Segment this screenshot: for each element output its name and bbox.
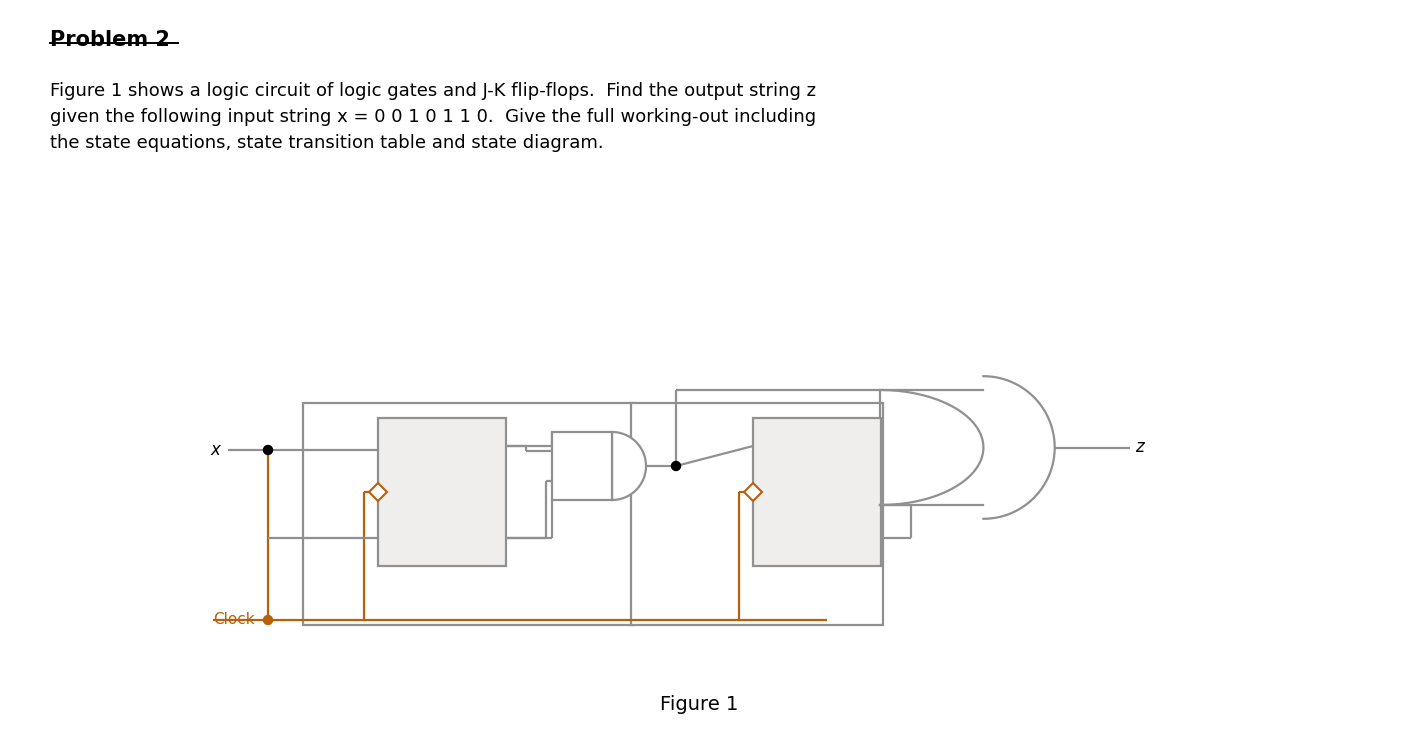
Polygon shape bbox=[369, 483, 387, 501]
Polygon shape bbox=[613, 432, 647, 500]
Text: Clock: Clock bbox=[213, 612, 255, 628]
Text: x: x bbox=[210, 441, 220, 459]
Text: the state equations, state transition table and state diagram.: the state equations, state transition ta… bbox=[50, 134, 604, 152]
Circle shape bbox=[672, 461, 681, 470]
FancyBboxPatch shape bbox=[552, 432, 613, 500]
Polygon shape bbox=[744, 483, 761, 501]
Circle shape bbox=[264, 615, 272, 625]
Text: J: J bbox=[764, 437, 770, 455]
Text: A: A bbox=[482, 437, 493, 455]
Text: Figure 1 shows a logic circuit of logic gates and J-K flip-flops.  Find the outp: Figure 1 shows a logic circuit of logic … bbox=[50, 82, 815, 100]
FancyBboxPatch shape bbox=[631, 403, 883, 625]
Text: given the following input string x = 0 0 1 0 1 1 0.  Give the full working-out i: given the following input string x = 0 0… bbox=[50, 108, 817, 126]
FancyBboxPatch shape bbox=[379, 418, 506, 566]
Text: Figure 1: Figure 1 bbox=[659, 696, 739, 715]
Text: K: K bbox=[764, 529, 776, 547]
Text: Problem 2: Problem 2 bbox=[50, 30, 170, 50]
Text: B’: B’ bbox=[852, 529, 869, 547]
Circle shape bbox=[264, 445, 272, 455]
Text: z: z bbox=[1134, 439, 1143, 456]
Text: B: B bbox=[858, 437, 869, 455]
FancyBboxPatch shape bbox=[753, 418, 881, 566]
Text: J: J bbox=[390, 437, 394, 455]
Text: A’: A’ bbox=[479, 529, 493, 547]
Text: K: K bbox=[390, 529, 401, 547]
Polygon shape bbox=[881, 376, 1055, 519]
FancyBboxPatch shape bbox=[303, 403, 632, 625]
